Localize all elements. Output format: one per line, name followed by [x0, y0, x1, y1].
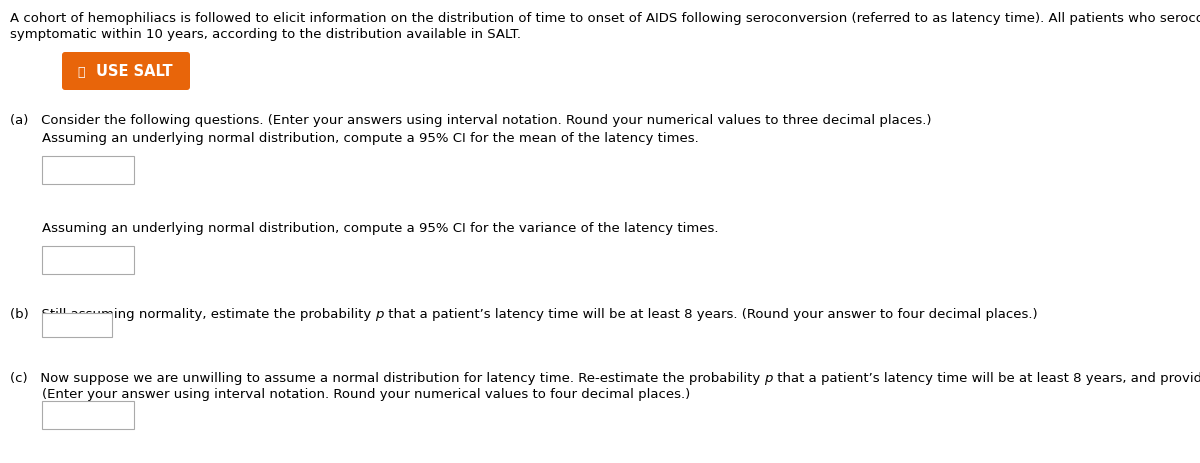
Bar	[42, 246, 134, 275]
Text: A cohort of hemophiliacs is followed to elicit information on the distribution o: A cohort of hemophiliacs is followed to …	[10, 12, 1200, 25]
Text: that a patient’s latency time will be at least 8 years, and provide a 95% CI for: that a patient’s latency time will be at…	[773, 371, 1200, 384]
Text: Assuming an underlying normal distribution, compute a 95% CI for the mean of the: Assuming an underlying normal distributi…	[42, 131, 698, 144]
Text: symptomatic within 10 years, according to the distribution available in SALT.: symptomatic within 10 years, according t…	[10, 28, 521, 41]
Text: p: p	[764, 371, 773, 384]
Text: p: p	[376, 307, 384, 320]
Text: USE SALT: USE SALT	[96, 64, 173, 79]
Bar	[42, 313, 112, 337]
Text: (Enter your answer using interval notation. Round your numerical values to four : (Enter your answer using interval notati…	[42, 387, 690, 400]
Text: (a)   Consider the following questions. (Enter your answers using interval notat: (a) Consider the following questions. (E…	[10, 114, 931, 127]
Text: (b)   Still assuming normality, estimate the probability: (b) Still assuming normality, estimate t…	[10, 307, 376, 320]
FancyBboxPatch shape	[62, 53, 190, 91]
Text: ⧈: ⧈	[77, 65, 85, 78]
Text: that a patient’s latency time will be at least 8 years. (Round your answer to fo: that a patient’s latency time will be at…	[384, 307, 1038, 320]
Text: Assuming an underlying normal distribution, compute a 95% CI for the variance of: Assuming an underlying normal distributi…	[42, 221, 719, 234]
Bar	[42, 401, 134, 429]
Bar	[42, 156, 134, 185]
Text: (c)   Now suppose we are unwilling to assume a normal distribution for latency t: (c) Now suppose we are unwilling to assu…	[10, 371, 764, 384]
